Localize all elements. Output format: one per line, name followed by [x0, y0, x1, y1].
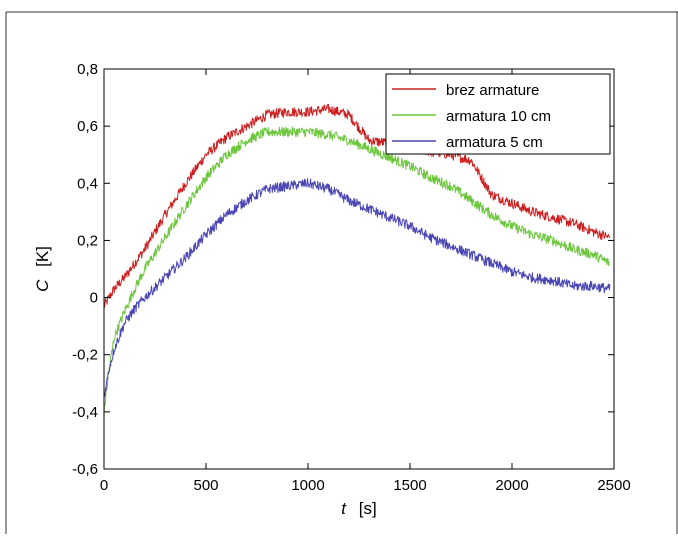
legend-label-armatura-10cm: armatura 10 cm	[446, 108, 551, 125]
series-line-0	[103, 103, 611, 308]
x-tick-label: 2000	[495, 477, 528, 494]
y-axis-label: C [K]	[33, 246, 52, 292]
y-tick-label: 0,2	[77, 232, 98, 249]
legend: brez armature armatura 10 cm armatura 5 …	[385, 73, 611, 155]
x-tick-label: 1500	[393, 477, 426, 494]
x-axis-label: t [s]	[341, 499, 376, 518]
x-tick-label: 500	[193, 477, 218, 494]
x-tick-label: 2500	[597, 477, 630, 494]
y-axis-unit: [K]	[33, 246, 52, 267]
y-tick-label: 0,6	[77, 118, 98, 135]
x-axis-var: t	[341, 499, 347, 518]
legend-label-brez-armature: brez armature	[446, 82, 539, 99]
y-tick-label: 0,8	[77, 61, 98, 78]
y-axis-var: C	[33, 279, 52, 292]
series-line-1	[103, 126, 611, 417]
plot-area-border	[103, 68, 615, 470]
x-axis-unit: [s]	[359, 499, 377, 518]
series-line-2	[103, 178, 611, 399]
tick-layer: 0 500 1000 1500 2000 2500 -0,6 -0,4 -0,2 0 0,2 0,4 0…	[72, 61, 631, 494]
legend-label-armatura-5cm: armatura 5 cm	[446, 134, 543, 151]
x-tick-label: 1000	[291, 477, 324, 494]
y-tick-label: -0,2	[72, 347, 98, 364]
y-tick-label: -0,6	[72, 461, 98, 478]
y-tick-label: 0,4	[77, 175, 98, 192]
plot-layer	[103, 103, 611, 417]
x-tick-label: 0	[100, 477, 108, 494]
y-tick-label: 0	[90, 290, 98, 307]
y-tick-label: -0,4	[72, 404, 98, 421]
